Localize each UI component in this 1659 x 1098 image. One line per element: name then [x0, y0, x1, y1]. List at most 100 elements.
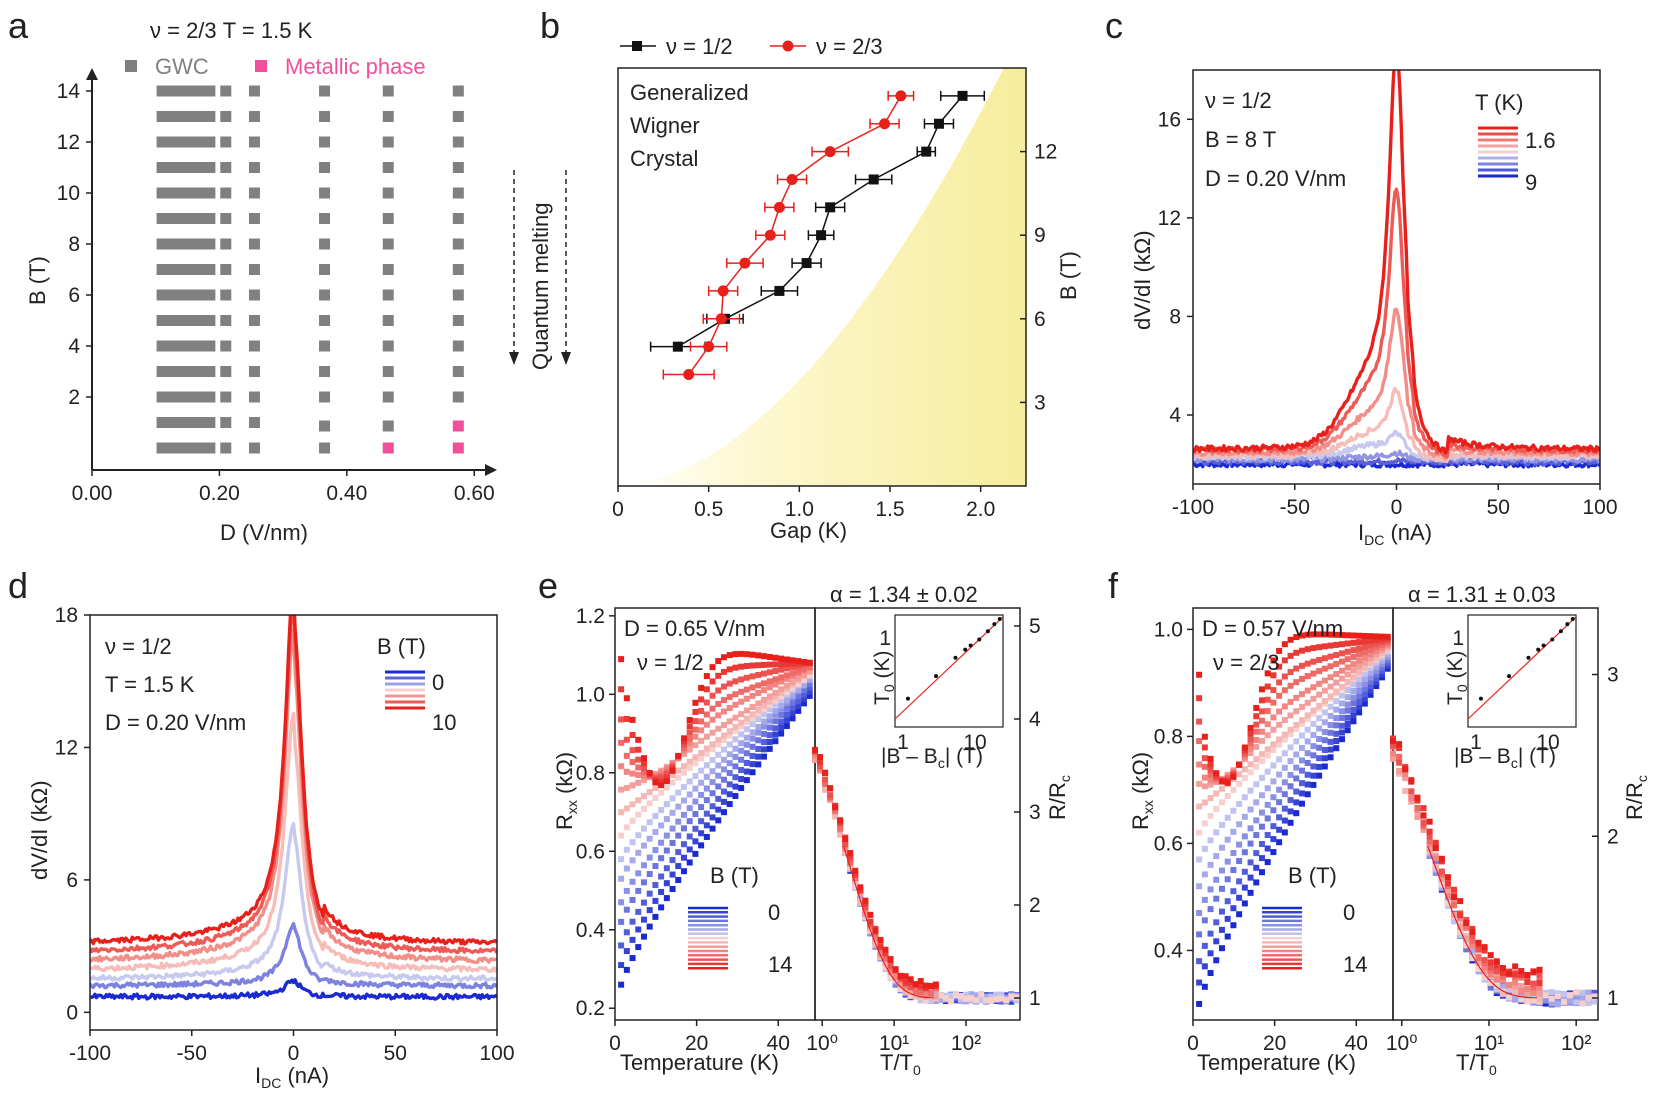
gwc-point — [220, 136, 232, 148]
data-point — [726, 728, 733, 735]
data-point — [789, 704, 796, 711]
gwc-point — [220, 111, 232, 122]
data-point — [1293, 788, 1300, 795]
data-point — [629, 857, 636, 864]
data-point — [1207, 812, 1214, 819]
data-point — [1475, 946, 1482, 953]
data-point — [1230, 867, 1237, 874]
data-point — [635, 887, 642, 894]
gwc-point — [166, 213, 178, 224]
data-point — [1247, 724, 1254, 731]
data-point — [1247, 735, 1254, 742]
data-point — [1321, 755, 1328, 762]
gwc-point — [175, 417, 187, 428]
data-point — [686, 818, 693, 825]
data-point — [882, 946, 889, 953]
data-point — [942, 995, 949, 1002]
data-point — [832, 807, 839, 814]
data-point — [749, 662, 756, 669]
data-point — [1469, 929, 1476, 936]
data-point — [1218, 785, 1225, 792]
gwc-point — [204, 340, 216, 352]
data-point — [1316, 755, 1323, 762]
data-point — [1327, 722, 1334, 729]
data-point — [709, 664, 716, 671]
alpha-value: α = 1.31 ± 0.03 — [1408, 582, 1556, 607]
data-point — [1333, 698, 1340, 705]
data-point — [1293, 679, 1300, 686]
data-point — [917, 997, 924, 1004]
data-point — [709, 678, 716, 685]
data-point — [1344, 727, 1351, 734]
data-point — [1310, 772, 1317, 779]
data-point — [879, 118, 891, 130]
data-point — [1224, 814, 1231, 821]
data-point — [1373, 663, 1380, 670]
data-point — [640, 879, 647, 886]
data-point — [772, 701, 779, 708]
data-point — [1373, 640, 1380, 647]
quantum-melting-label: Quantum melting — [528, 202, 553, 370]
inset-y-label: T0 (K) — [871, 651, 897, 705]
data-point — [743, 750, 750, 757]
data-point — [1276, 679, 1283, 686]
data-point — [1361, 700, 1368, 707]
data-point — [703, 699, 710, 706]
gwc-point — [175, 366, 187, 377]
alpha-value: α = 1.34 ± 0.02 — [830, 582, 978, 607]
data-point — [1512, 979, 1519, 986]
scaling-y-tick-label: 5 — [1029, 615, 1041, 638]
data-point — [937, 992, 944, 999]
gwc-point — [382, 187, 394, 199]
gwc-point — [156, 315, 168, 326]
gwc-point — [175, 442, 187, 454]
data-point — [1276, 756, 1283, 763]
data-point — [749, 651, 756, 658]
data-point — [1247, 840, 1254, 847]
data-point — [806, 680, 813, 687]
data-point — [1258, 792, 1265, 799]
legend-bottom-value: 10 — [432, 710, 456, 735]
data-point — [1281, 805, 1288, 812]
data-point — [1270, 762, 1277, 769]
data-point — [842, 841, 849, 848]
data-point — [1293, 665, 1300, 672]
data-point — [1201, 774, 1208, 781]
legend-gwc-marker — [125, 60, 137, 72]
data-point — [1270, 714, 1277, 721]
data-point — [726, 791, 733, 798]
x-axis-label: IDC (nA) — [255, 1063, 329, 1091]
y-tick-label: 6 — [1034, 308, 1046, 331]
data-point — [1270, 794, 1277, 801]
data-point — [1258, 686, 1265, 693]
gwc-point — [204, 136, 216, 148]
data-point — [1304, 646, 1311, 653]
data-point — [1264, 732, 1271, 739]
data-point — [1287, 636, 1294, 643]
data-point — [778, 666, 785, 673]
data-point — [1276, 839, 1283, 846]
data-point — [1201, 733, 1208, 740]
data-point — [1236, 780, 1243, 787]
data-point — [658, 769, 665, 776]
data-point — [1333, 715, 1340, 722]
data-point — [1506, 970, 1513, 977]
data-point — [1201, 963, 1208, 970]
data-point — [933, 118, 944, 129]
data-point — [795, 698, 802, 705]
data-point — [1298, 732, 1305, 739]
gwc-point — [452, 187, 464, 199]
data-point — [1579, 1000, 1586, 1007]
data-point — [646, 871, 653, 878]
gwc-point — [175, 264, 187, 275]
data-point — [1512, 971, 1519, 978]
data-point — [1361, 670, 1368, 677]
data-point — [1367, 691, 1374, 698]
data-point — [743, 686, 750, 693]
data-point — [1253, 704, 1260, 711]
data-point — [1236, 911, 1243, 918]
data-point — [1298, 800, 1305, 807]
panel-f: D = 0.57 V/nm ν = 2/3 B (T) 0 14 α = 1.3… — [1128, 582, 1650, 1078]
data-point — [1276, 663, 1283, 670]
data-point — [715, 700, 722, 707]
